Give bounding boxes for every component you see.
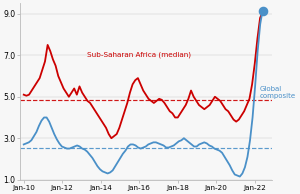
Point — [260, 9, 265, 12]
Text: Global
composite: Global composite — [260, 86, 296, 99]
Text: Sub-Saharan Africa (median): Sub-Saharan Africa (median) — [87, 52, 191, 58]
